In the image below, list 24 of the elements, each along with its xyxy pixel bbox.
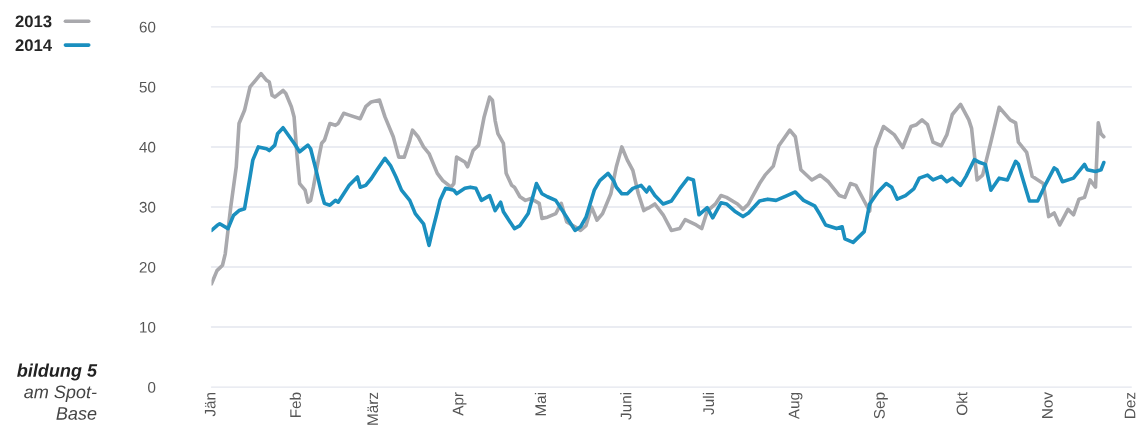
- x-tick-label: Aug: [788, 392, 803, 420]
- y-tick-label: 20: [139, 261, 156, 273]
- x-tick-label: Mai: [534, 392, 547, 416]
- x-tick-label: Dez: [1124, 392, 1136, 418]
- legend-label: 2013: [15, 15, 52, 28]
- legend-label: 2014: [15, 39, 52, 52]
- x-tick-label: März: [367, 392, 379, 425]
- x-tick-label: Sep: [873, 392, 888, 419]
- x-tick-label: Feb: [289, 392, 301, 418]
- x-tick-label: Nov: [1042, 392, 1053, 418]
- y-tick-label: 50: [139, 81, 156, 93]
- text: Base: [56, 407, 97, 420]
- y-tick-label: 60: [139, 21, 156, 33]
- y-tick-label: 30: [139, 201, 156, 213]
- x-tick-label: Juli: [702, 392, 715, 415]
- text: am Spot-: [24, 385, 97, 402]
- x-tick-label: Juni: [620, 392, 632, 420]
- x-tick-label: Okt: [956, 392, 968, 416]
- text: bildung 5: [17, 363, 98, 381]
- x-tick-label: Jän: [204, 392, 216, 417]
- x-tick-label: Apr: [452, 392, 467, 416]
- y-tick-label: 0: [148, 381, 156, 393]
- y-tick-label: 40: [139, 141, 156, 153]
- y-tick-label: 10: [140, 321, 156, 333]
